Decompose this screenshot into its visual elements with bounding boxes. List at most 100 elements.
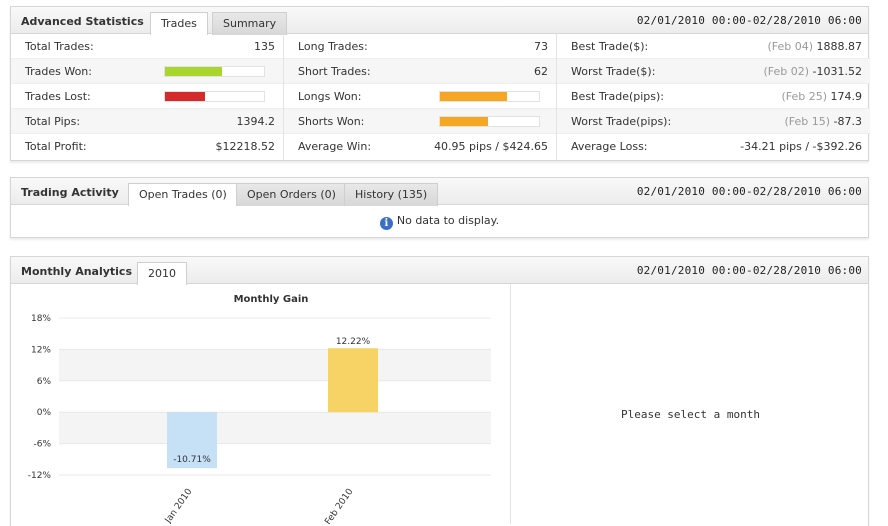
stat-value: (Feb 15) -87.3 [784,109,862,134]
stat-row: Best Trade($): (Feb 04) 1888.87 [557,34,870,59]
stat-label: Average Win: [298,140,372,153]
stat-label: Average Loss: [571,140,648,153]
stat-label: Shorts Won: [298,115,365,128]
trade-value: 1888.87 [816,40,863,53]
stat-label: Longs Won: [298,90,362,103]
stat-row: Trades Lost: [11,84,283,109]
stat-row: Long Trades: 73 [284,34,556,59]
stat-value: -34.21 pips / -$392.26 [740,140,862,153]
monthly-analytics-panel: Monthly Analytics 2010 02/01/2010 00:00-… [10,256,869,526]
stat-row: Shorts Won: [284,109,556,134]
bar-fill [165,92,205,101]
stat-row: Total Trades: 135 [11,34,283,59]
stat-label: Trades Won: [25,65,92,78]
advanced-statistics-panel: Advanced Statistics Trades Summary 02/01… [10,6,870,161]
no-data-text: No data to display. [396,214,500,227]
y-tick-label: 18% [31,314,51,324]
stat-row: Worst Trade($): (Feb 02) -1031.52 [557,59,870,84]
grid-band [59,443,491,475]
stat-label: Total Profit: [25,140,87,153]
tab-summary[interactable]: Summary [212,12,288,35]
tab-open-trades[interactable]: Open Trades (0) [128,183,238,206]
stat-label: Short Trades: [298,65,371,78]
trades-won-bar [164,66,265,77]
stat-row: Total Profit: $12218.52 [11,134,283,159]
stats-grid: Total Trades: 135 Trades Won: Trades Los… [11,34,870,160]
chart-title: Monthly Gain [234,294,309,305]
info-icon: i [379,217,393,230]
panel-title: Monthly Analytics [21,265,132,278]
bar-fill [440,92,508,101]
bar-data-label: 12.22% [336,337,371,347]
stat-row: Average Win: 40.95 pips / $424.65 [284,134,556,159]
trade-date: (Feb 04) [767,40,813,53]
bar-data-label: -10.71% [173,455,211,465]
stat-label: Worst Trade(pips): [571,115,672,128]
date-range: 02/01/2010 00:00-02/28/2010 06:00 [636,264,862,277]
panel-title: Advanced Statistics [21,15,144,28]
trade-date: (Feb 25) [781,90,827,103]
date-range: 02/01/2010 00:00-02/28/2010 06:00 [636,185,862,198]
date-range: 02/01/2010 00:00-02/28/2010 06:00 [636,14,862,27]
tab-history[interactable]: History (135) [344,183,439,206]
stats-column-3: Best Trade($): (Feb 04) 1888.87 Worst Tr… [557,34,870,160]
trade-value: 174.9 [830,90,863,103]
stat-row: Worst Trade(pips): (Feb 15) -87.3 [557,109,870,134]
monthly-body: 18% 12% 6% 0% -6% -12% Monthly Gain -10.71% Jan … [11,284,868,526]
grid-band [59,380,491,413]
monthly-gain-chart: 18% 12% 6% 0% -6% -12% Monthly Gain -10.71% Jan … [11,284,511,526]
advanced-statistics-header: Advanced Statistics Trades Summary 02/01… [11,7,868,35]
trading-activity-panel: Trading Activity Open Trades (0) Open Or… [10,177,869,238]
stats-column-1: Total Trades: 135 Trades Won: Trades Los… [11,34,284,160]
bar [328,348,378,413]
trading-activity-header: Trading Activity Open Trades (0) Open Or… [11,178,868,206]
grid-band [59,349,491,381]
stat-row: Best Trade(pips): (Feb 25) 174.9 [557,84,870,109]
stat-row: Short Trades: 62 [284,59,556,84]
stat-value: 1394.2 [236,115,276,128]
panel-title: Trading Activity [21,186,119,199]
stats-column-2: Long Trades: 73 Short Trades: 62 Longs W… [284,34,557,160]
stat-value: (Feb 04) 1888.87 [767,34,862,59]
stat-value: 40.95 pips / $424.65 [434,140,548,153]
stat-value: 135 [254,40,275,53]
stat-row: Average Loss: -34.21 pips / -$392.26 [557,134,870,159]
select-month-message: Please select a month [620,408,761,421]
y-tick-label: -6% [33,440,51,450]
monthly-analytics-header: Monthly Analytics 2010 02/01/2010 00:00-… [11,257,868,285]
stat-label: Trades Lost: [25,90,91,103]
stat-row: Total Pips: 1394.2 [11,109,283,134]
trades-lost-bar [164,91,265,102]
monthly-gain-svg: 18% 12% 6% 0% -6% -12% Monthly Gain -10.71% Jan … [28,294,491,526]
stat-label: Long Trades: [298,40,368,53]
stat-value: (Feb 02) -1031.52 [763,59,862,84]
stat-label: Best Trade($): [571,40,649,53]
x-tick-label: Jan 2010 [163,487,195,524]
y-tick-label: 0% [37,408,52,418]
stat-label: Total Trades: [25,40,94,53]
tab-trades[interactable]: Trades [150,12,208,35]
trade-value: -1031.52 [812,65,862,78]
stat-value: $12218.52 [215,140,276,153]
longs-won-bar [439,91,540,102]
trade-date: (Feb 15) [784,115,831,128]
trade-date: (Feb 02) [763,65,810,78]
stat-value: (Feb 25) 174.9 [781,84,862,109]
tab-open-orders[interactable]: Open Orders (0) [236,183,347,206]
bar-fill [440,117,488,126]
no-data-message: i No data to display. [11,205,868,237]
y-tick-label: -12% [28,471,52,481]
tab-2010[interactable]: 2010 [137,262,187,285]
stat-value: 62 [534,65,548,78]
stat-row: Longs Won: [284,84,556,109]
bar-fill [165,67,223,76]
grid-band [59,318,491,350]
stat-row: Trades Won: [11,59,283,84]
grid-band [59,412,491,444]
y-tick-label: 6% [37,377,52,387]
shorts-won-bar [439,116,540,127]
bar [167,412,217,469]
stat-label: Best Trade(pips): [571,90,665,103]
stat-label: Worst Trade($): [571,65,656,78]
stat-label: Total Pips: [25,115,81,128]
